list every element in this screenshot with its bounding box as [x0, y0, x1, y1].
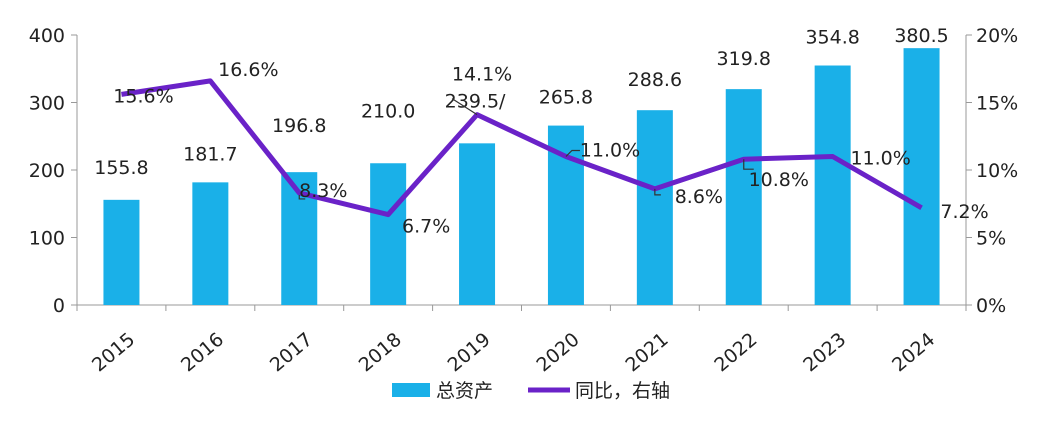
bar-total-assets: [103, 199, 140, 305]
bar-data-label: 239.5/: [445, 90, 506, 112]
bar-data-label: 181.7: [183, 143, 237, 165]
left-axis-tick-label: 0: [53, 295, 65, 317]
left-axis-tick-label: 200: [29, 160, 65, 182]
bar-data-label: 288.6: [628, 69, 682, 91]
line-data-label: 11.0%: [580, 140, 640, 162]
bar-total-assets: [192, 182, 229, 305]
bar-total-assets: [459, 143, 496, 305]
line-data-label: 8.3%: [299, 180, 347, 202]
right-axis-tick-label: 20%: [976, 25, 1018, 47]
bar-data-label: 265.8: [539, 87, 593, 109]
right-axis-tick-label: 10%: [976, 160, 1018, 182]
x-axis-tick-label: 2022: [710, 328, 761, 376]
bar-data-label: 210.0: [361, 100, 415, 122]
bar-data-label: 196.8: [272, 115, 326, 137]
x-axis-tick-label: 2020: [532, 328, 583, 376]
line-data-label: 10.8%: [749, 169, 809, 191]
bar-total-assets: [814, 65, 851, 305]
yoy-line: [121, 78, 923, 218]
bar-total-assets: [370, 163, 407, 305]
label-leader-line: [743, 159, 754, 170]
bar-total-assets: [725, 89, 762, 305]
right-axis-tick-label: 0%: [976, 295, 1006, 317]
line-yoy: [121, 78, 923, 218]
label-leader-line: [565, 149, 580, 157]
x-axis-tick-label: 2019: [444, 328, 495, 376]
label-leader-line: [451, 98, 478, 116]
legend-label-total-assets: 总资产: [436, 380, 493, 402]
line-data-label: 6.7%: [402, 216, 450, 238]
x-axis-tick-label: 2021: [621, 328, 672, 376]
x-axis-tick-label: 2023: [799, 328, 850, 376]
right-axis-tick-label: 15%: [976, 93, 1018, 115]
x-axis-tick-label: 2016: [177, 328, 228, 376]
bar-data-label: 155.8: [94, 157, 148, 179]
left-axis-tick-label: 300: [29, 93, 65, 115]
legend: 总资产 同比，右轴: [392, 380, 670, 402]
legend-label-yoy: 同比，右轴: [575, 380, 670, 402]
right-axis-tick-label: 5%: [976, 228, 1006, 250]
bar-data-label: 354.8: [805, 27, 859, 49]
line-data-label: 8.6%: [675, 186, 723, 208]
bars: [103, 48, 940, 306]
legend-swatch-total-assets: [392, 383, 430, 397]
line-data-label: 11.0%: [850, 148, 910, 170]
line-data-label: 14.1%: [452, 64, 512, 86]
x-axis-tick-label: 2024: [888, 328, 939, 376]
line-data-label: 16.6%: [218, 59, 278, 81]
left-axis-tick-label: 100: [29, 228, 65, 250]
line-data-label: 15.6%: [113, 85, 173, 107]
bar-data-label: 380.5: [894, 25, 948, 47]
x-axis-tick-label: 2017: [266, 328, 317, 376]
label-leader-line: [298, 194, 306, 200]
x-axis-tick-label: 2018: [355, 328, 406, 376]
label-leader-line: [654, 188, 661, 196]
bar-data-label: 319.8: [717, 48, 771, 70]
x-axis-tick-label: 2015: [88, 328, 139, 376]
bar-total-assets: [636, 110, 673, 305]
axes: 0 100 200 300 400 0% 5% 10% 15% 20% 2015 2016 2017 20…: [29, 25, 1019, 376]
left-axis-tick-label: 400: [29, 25, 65, 47]
data-labels: 155.8 181.7 196.8 210.0 239.5/265.8 288.6 319.…: [94, 25, 988, 237]
bar-total-assets: [903, 48, 940, 305]
line-data-label: 7.2%: [940, 201, 988, 223]
